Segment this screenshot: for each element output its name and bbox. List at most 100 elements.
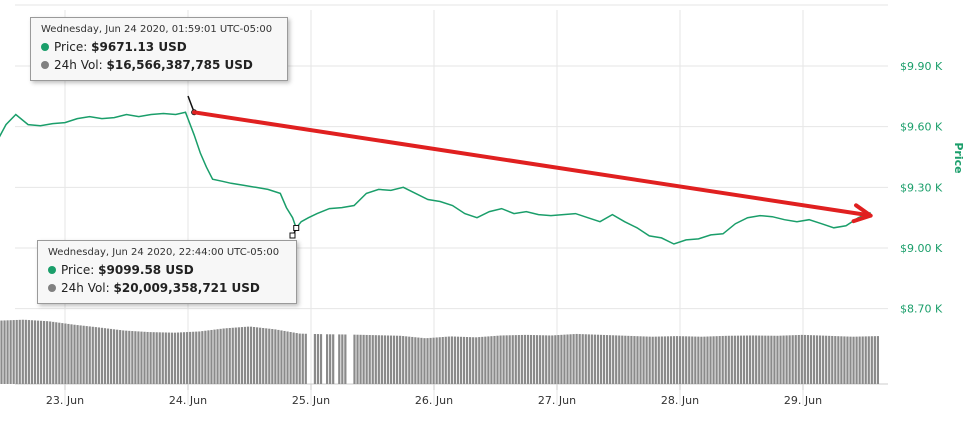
volume-bar — [709, 336, 712, 384]
y-tick-label: $9.00 K — [900, 242, 943, 255]
volume-bar — [15, 319, 18, 384]
volume-dot-icon — [41, 61, 49, 69]
volume-bar — [441, 336, 444, 384]
volume-bar — [30, 320, 34, 384]
tooltip-volume-value: $20,009,358,721 USD — [113, 281, 260, 295]
volume-bar — [216, 329, 219, 384]
volume-bar — [569, 334, 572, 384]
volume-bar — [837, 336, 840, 384]
volume-bar — [158, 332, 161, 384]
volume-bar — [590, 334, 593, 384]
volume-bar — [511, 335, 514, 384]
volume-bar — [344, 334, 347, 384]
volume-bar — [392, 335, 396, 384]
volume-bar — [234, 327, 237, 384]
x-tick-label: 27. Jun — [538, 394, 576, 407]
volume-bar — [97, 327, 100, 384]
volume-bar — [727, 335, 730, 384]
volume-bar — [304, 333, 307, 384]
volume-bar — [88, 326, 91, 384]
volume-bar — [718, 336, 721, 384]
volume-bar — [119, 330, 122, 384]
volume-bar — [609, 335, 612, 384]
volume-bar — [688, 336, 691, 384]
volume-bar — [167, 332, 170, 384]
volume-bar — [745, 335, 749, 384]
volume-bars — [0, 319, 879, 384]
tooltip-volume-row: 24h Vol: $20,009,358,721 USD — [48, 279, 286, 297]
volume-bar — [539, 335, 542, 384]
volume-bar — [672, 336, 676, 384]
volume-bar — [152, 332, 155, 384]
volume-bar — [362, 334, 365, 384]
volume-bar — [213, 329, 216, 384]
volume-bar — [76, 325, 79, 384]
volume-bar — [67, 323, 70, 384]
volume-bar — [301, 333, 304, 384]
volume-bar — [852, 336, 855, 384]
volume-bar — [122, 330, 125, 384]
volume-bar — [109, 328, 113, 384]
volume-bar — [840, 336, 843, 384]
volume-bar — [286, 331, 289, 384]
tooltip-connectors — [187, 95, 300, 239]
volume-bar — [621, 335, 624, 384]
volume-bar — [761, 335, 764, 384]
volume-bar — [508, 335, 511, 384]
volume-bar — [182, 332, 186, 384]
volume-bar — [64, 323, 67, 384]
volume-bar — [146, 331, 149, 384]
volume-bar — [815, 335, 819, 384]
x-tick-label: 24. Jun — [169, 394, 207, 407]
volume-bar — [176, 332, 180, 384]
volume-bar — [475, 337, 478, 384]
y-tick-label: $9.60 K — [900, 121, 943, 134]
volume-bar — [3, 320, 6, 384]
volume-bar — [198, 331, 201, 384]
volume-bar — [773, 335, 776, 384]
volume-bar — [542, 335, 545, 384]
volume-bar — [450, 336, 453, 384]
volume-bar — [85, 326, 88, 384]
volume-bar — [12, 320, 15, 384]
volume-bar — [6, 320, 9, 384]
volume-bar — [752, 335, 755, 384]
volume-bar — [545, 335, 548, 384]
volume-bar — [797, 334, 800, 384]
volume-bar — [666, 336, 670, 384]
volume-bar — [170, 332, 174, 384]
volume-bar — [822, 335, 825, 384]
x-tick-label: 28. Jun — [661, 394, 699, 407]
volume-bar — [131, 331, 134, 384]
volume-bar — [429, 337, 432, 384]
tooltip-volume-label: 24h Vol: — [61, 281, 114, 295]
volume-bar — [36, 320, 40, 384]
volume-bar — [825, 335, 828, 384]
volume-bar — [779, 335, 782, 384]
volume-bar — [402, 336, 405, 384]
volume-bar — [195, 331, 198, 384]
volume-bar — [487, 336, 490, 384]
tooltip-price-label: Price: — [54, 40, 92, 54]
volume-bar — [560, 334, 563, 384]
volume-bar — [262, 328, 265, 384]
volume-bar — [721, 335, 724, 384]
volume-bar — [767, 335, 770, 384]
volume-bar — [654, 336, 657, 384]
volume-bar — [706, 336, 709, 384]
volume-bar — [846, 336, 849, 384]
volume-bar — [587, 334, 590, 384]
volume-bar — [834, 336, 837, 384]
volume-bar — [453, 336, 457, 384]
volume-bar — [788, 335, 791, 384]
volume-bar — [818, 335, 822, 384]
volume-bar — [715, 336, 718, 384]
volume-bar — [596, 334, 600, 384]
volume-bar — [61, 323, 64, 384]
x-tick-label: 26. Jun — [415, 394, 453, 407]
volume-bar — [73, 324, 76, 384]
volume-bar — [24, 319, 27, 384]
volume-bar — [395, 335, 399, 384]
volume-bar — [557, 335, 560, 384]
volume-bar — [326, 334, 329, 384]
